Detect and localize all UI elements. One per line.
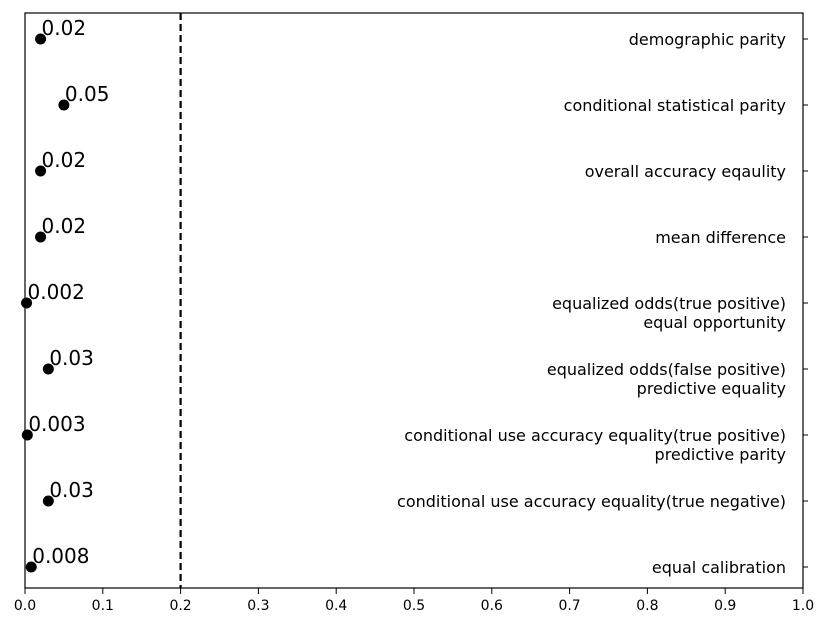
data-point xyxy=(58,99,70,111)
x-tick-label: 0.4 xyxy=(325,598,347,614)
category-label: overall accuracy eqaulity xyxy=(585,162,786,181)
data-point xyxy=(35,231,47,243)
data-point xyxy=(42,363,54,375)
data-point xyxy=(42,495,54,507)
x-tick-label: 0.5 xyxy=(403,598,425,614)
category-label: demographic parity xyxy=(629,30,786,49)
data-label: 0.02 xyxy=(42,16,87,40)
category-label: conditional use accuracy equality(true p… xyxy=(404,426,786,445)
plot-frame xyxy=(24,12,804,589)
category-rows: demographic parity conditional statistica… xyxy=(397,30,808,577)
category-label: conditional use accuracy equality(true n… xyxy=(397,492,786,511)
category-label: equalized odds(true positive) xyxy=(552,294,786,313)
category-label: conditional statistical parity xyxy=(564,96,786,115)
category-label: mean difference xyxy=(655,228,786,247)
x-tick-label: 0.0 xyxy=(14,598,36,614)
data-points: 0.02 0.05 0.02 0.02 0.002 0.03 0.003 0.03 0.008 xyxy=(21,16,109,573)
data-point xyxy=(25,561,37,573)
data-point xyxy=(35,165,47,177)
category-label: equal opportunity xyxy=(643,313,786,332)
data-label: 0.03 xyxy=(49,478,94,502)
x-tick-label: 0.6 xyxy=(481,598,503,614)
x-tick-label: 0.2 xyxy=(169,598,191,614)
data-point xyxy=(35,33,47,45)
plot-frame-layer xyxy=(24,12,804,589)
x-tick-label: 0.7 xyxy=(558,598,580,614)
category-label: equalized odds(false positive) xyxy=(547,360,786,379)
data-label: 0.03 xyxy=(49,346,94,370)
x-tick-label: 0.1 xyxy=(92,598,114,614)
category-label: predictive parity xyxy=(655,445,786,464)
data-label: 0.05 xyxy=(65,82,110,106)
category-label: predictive equality xyxy=(637,379,786,398)
data-label: 0.003 xyxy=(28,412,85,436)
x-tick-label: 0.9 xyxy=(714,598,736,614)
data-label: 0.008 xyxy=(32,544,89,568)
x-tick-label: 1.0 xyxy=(792,598,814,614)
x-tick-label: 0.3 xyxy=(247,598,269,614)
data-point xyxy=(21,297,33,309)
x-axis: 0.0 0.1 0.2 0.3 0.4 0.5 0.6 0.7 0.8 0.9 1.0 xyxy=(14,588,814,614)
x-tick-label: 0.8 xyxy=(636,598,658,614)
data-label: 0.02 xyxy=(42,214,87,238)
data-label: 0.002 xyxy=(28,280,85,304)
category-label: equal calibration xyxy=(652,558,786,577)
data-label: 0.02 xyxy=(42,148,87,172)
